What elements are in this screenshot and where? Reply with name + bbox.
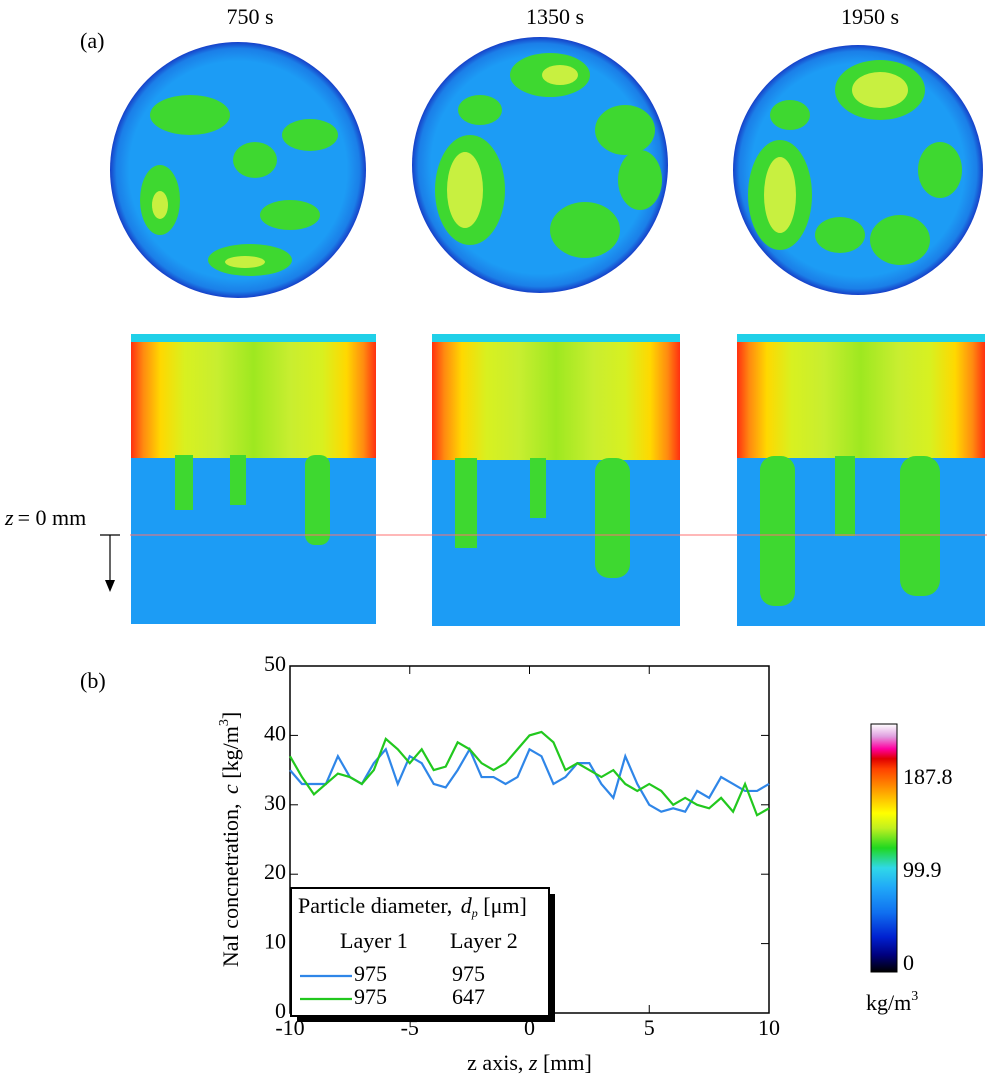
y-tick-label: 10 [264,929,286,954]
x-label-text: z axis, [467,1050,529,1075]
z-var: z [4,505,14,530]
panel-label: (b) [80,668,106,693]
x-tick-label: 0 [524,1015,535,1040]
cross-section-3 [733,45,983,295]
z-arrowhead [105,580,115,592]
legend-entry: 975 [354,961,387,986]
panel-a: (a) 750 s 1350 s 1950 s z = 0 mm [4,4,987,626]
unit: kg/m [866,990,911,1015]
vertical-section-1 [131,334,376,624]
y-tick-label: 20 [264,859,286,884]
series-line [289,746,770,814]
colorbar-unit: kg/m3 [866,989,918,1015]
y-label-text: NaI concnetration, [218,798,243,967]
y-tick-label: 0 [275,998,286,1023]
legend-title-sub: p [471,906,478,920]
x-tick-label: 5 [644,1015,655,1040]
y-label-exp: 3 [217,719,232,726]
time-label: 1350 s [526,4,584,29]
series-line [289,730,770,817]
legend-box [290,887,550,1017]
cross-section-1 [110,42,366,298]
legend-title-unit: [μm] [478,893,527,918]
x-label-var: z [528,1050,538,1075]
y-label-unit: [kg/m [218,726,243,784]
y-label-var: c [218,784,243,794]
z-label: z = 0 mm [4,505,86,530]
vertical-section-3 [737,334,985,626]
panel-label: (a) [80,28,104,53]
legend-title: Particle diameter, dp [μm] [298,893,527,920]
x-axis-label: z axis, z [mm] [467,1050,592,1075]
time-label: 1950 s [841,4,899,29]
legend-title-var: d [461,893,473,918]
legend-col: Layer 2 [450,928,518,953]
legend-entry: 975 [452,961,485,986]
y-label-end: ] [218,712,243,719]
colorbar: 187.8 99.9 0 kg/m3 [866,723,953,1015]
legend-entry: 647 [452,984,485,1009]
y-axis-label: NaI concnetration, c [kg/m3] [217,712,243,967]
legend-title-text: Particle diameter, [298,893,458,918]
z-arrow [100,534,120,585]
legend-col: Layer 1 [340,928,408,953]
colorbar-label: 187.8 [903,764,953,789]
z-rest: = 0 mm [18,505,87,530]
colorbar-label: 0 [903,950,914,975]
legend-entry: 975 [354,984,387,1009]
time-label: 750 s [226,4,273,29]
colorbar-label: 99.9 [903,857,942,882]
y-tick-label: 40 [264,720,286,745]
vertical-section-2 [432,334,680,626]
y-tick-label: 50 [264,651,286,676]
cross-section-2 [412,37,668,293]
y-tick-label: 30 [264,790,286,815]
x-label-unit: [mm] [537,1050,591,1075]
unit-exp: 3 [911,989,918,1004]
x-tick-label: 10 [758,1015,780,1040]
